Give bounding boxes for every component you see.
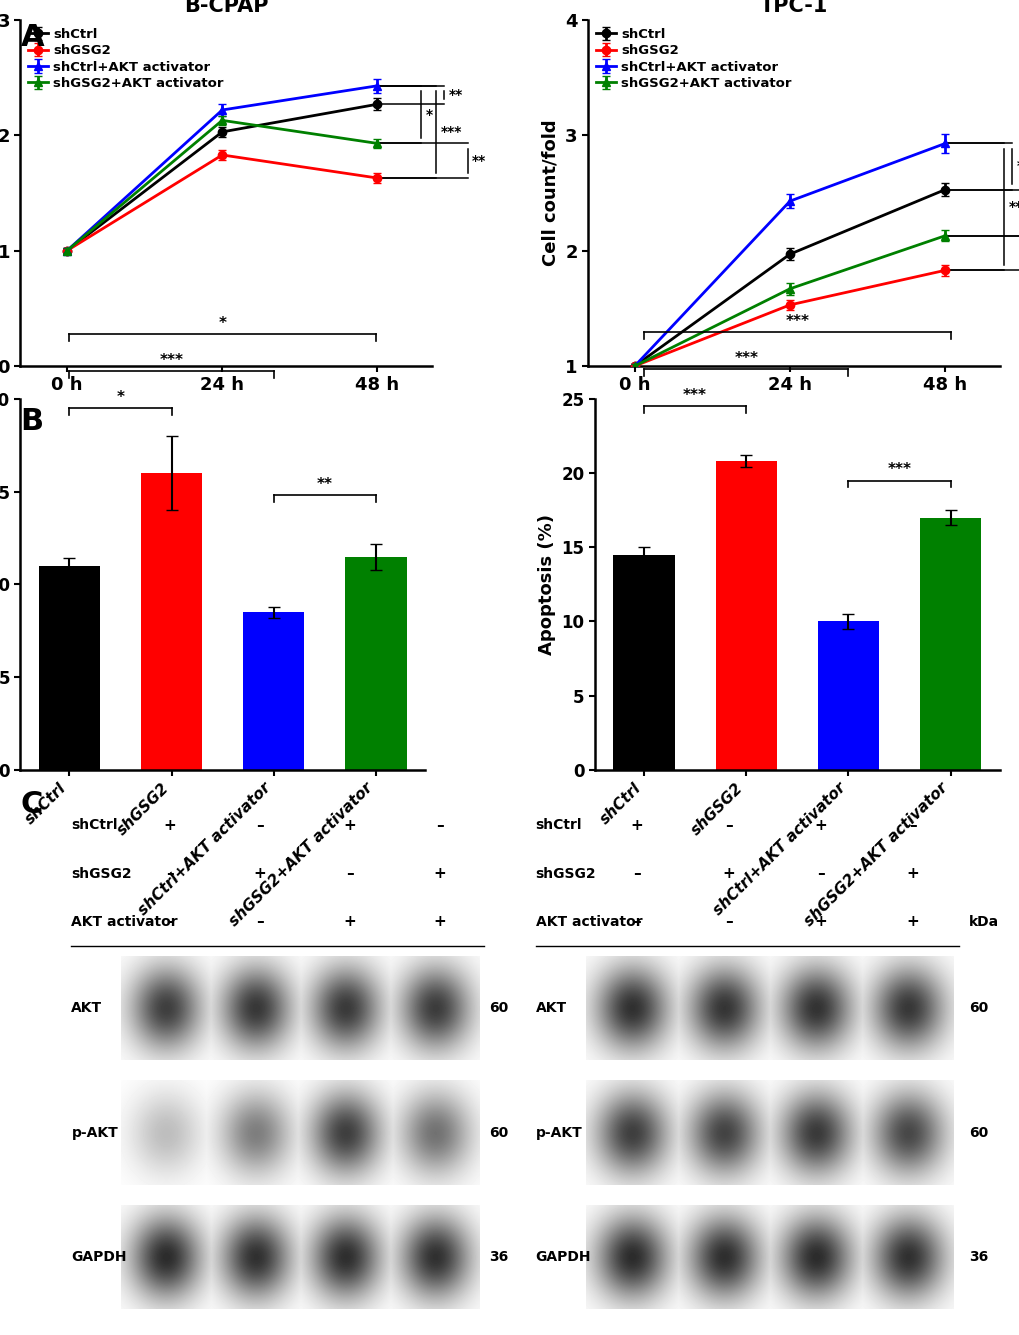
Text: –: – (908, 817, 916, 833)
Text: p-AKT: p-AKT (71, 1125, 118, 1140)
Text: ***: *** (734, 351, 757, 366)
Text: 60: 60 (489, 1001, 508, 1015)
Text: shCtrl: shCtrl (71, 818, 118, 832)
Text: p-AKT: p-AKT (535, 1125, 582, 1140)
Text: +: + (433, 866, 445, 881)
Text: 36: 36 (489, 1250, 508, 1264)
Text: –: – (816, 866, 823, 881)
Text: +: + (343, 817, 356, 833)
Text: +: + (254, 866, 266, 881)
Text: ***: *** (159, 352, 183, 368)
Text: 36: 36 (968, 1250, 987, 1264)
Text: –: – (166, 914, 173, 929)
Text: ***: *** (683, 388, 706, 403)
Text: 60: 60 (968, 1125, 987, 1140)
Bar (345, 557, 407, 770)
Text: kDa: kDa (968, 914, 999, 929)
Bar (817, 621, 878, 770)
Text: AKT activator: AKT activator (535, 914, 642, 929)
Text: C: C (20, 790, 43, 820)
Bar (715, 462, 776, 770)
Text: GAPDH: GAPDH (71, 1250, 126, 1264)
Text: –: – (166, 866, 173, 881)
Text: *: * (218, 316, 226, 331)
Legend: shCtrl, shGSG2, shCtrl+AKT activator, shGSG2+AKT activator: shCtrl, shGSG2, shCtrl+AKT activator, sh… (26, 27, 225, 91)
Legend: shCtrl, shGSG2, shCtrl+AKT activator, shGSG2+AKT activator: shCtrl, shGSG2, shCtrl+AKT activator, sh… (594, 27, 792, 91)
Text: shCtrl: shCtrl (535, 818, 582, 832)
Text: –: – (345, 866, 354, 881)
Text: 60: 60 (489, 1125, 508, 1140)
Bar (39, 566, 100, 770)
Text: –: – (256, 914, 264, 929)
Text: +: + (813, 817, 826, 833)
Text: +: + (906, 866, 918, 881)
Text: *: * (425, 108, 432, 121)
Title: B-CPAP: B-CPAP (183, 0, 268, 16)
Text: –: – (725, 817, 732, 833)
Text: AKT: AKT (535, 1001, 567, 1015)
Bar (141, 473, 202, 770)
Text: AKT activator: AKT activator (71, 914, 178, 929)
Text: –: – (435, 817, 443, 833)
Text: –: – (632, 914, 640, 929)
Text: GAPDH: GAPDH (535, 1250, 590, 1264)
Text: ***: *** (440, 125, 462, 139)
Text: +: + (163, 817, 176, 833)
Text: –: – (256, 817, 264, 833)
Bar (612, 554, 674, 770)
Text: **: ** (448, 88, 463, 101)
Text: *: * (1016, 159, 1019, 174)
Text: +: + (813, 914, 826, 929)
Y-axis label: Apoptosis (%): Apoptosis (%) (537, 514, 555, 655)
Y-axis label: Cell count/fold: Cell count/fold (541, 120, 559, 267)
Bar (919, 518, 980, 770)
Title: TPC-1: TPC-1 (759, 0, 827, 16)
Text: ***: *** (887, 462, 911, 477)
Text: B: B (20, 407, 44, 437)
Text: **: ** (317, 477, 332, 493)
Text: AKT: AKT (71, 1001, 103, 1015)
Text: ***: *** (785, 314, 808, 328)
Text: A: A (20, 23, 44, 52)
Text: 60: 60 (968, 1001, 987, 1015)
Text: +: + (721, 866, 735, 881)
Text: shGSG2: shGSG2 (535, 866, 595, 881)
Text: –: – (632, 866, 640, 881)
Bar (243, 613, 304, 770)
Text: +: + (630, 817, 642, 833)
Text: –: – (725, 914, 732, 929)
Text: ***: *** (1008, 200, 1019, 214)
Text: **: ** (472, 154, 486, 168)
Text: +: + (433, 914, 445, 929)
Text: *: * (116, 390, 124, 405)
Text: +: + (906, 914, 918, 929)
Text: shGSG2: shGSG2 (71, 866, 131, 881)
Text: +: + (343, 914, 356, 929)
